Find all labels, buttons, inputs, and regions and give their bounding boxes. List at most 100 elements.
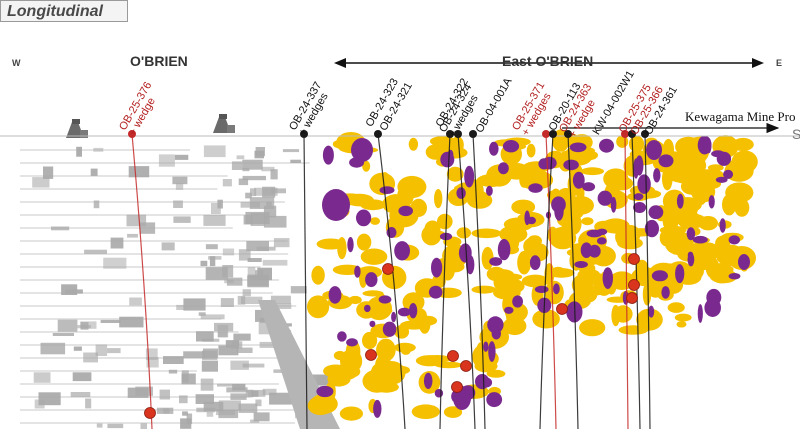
stope-block: [85, 398, 92, 409]
stope-block: [263, 205, 277, 218]
drill-trace: [567, 133, 579, 429]
stope-block: [83, 352, 98, 363]
stope-block: [93, 200, 100, 209]
stope-block: [95, 344, 108, 356]
stope-block: [282, 149, 300, 153]
stope-block: [200, 378, 214, 391]
drill-trace: [624, 133, 629, 429]
historic-workings-stopes: [32, 145, 342, 429]
collar-marker: [542, 130, 550, 138]
gold-zone: [579, 319, 606, 337]
purple-zone: [498, 162, 509, 175]
collar-marker: [549, 130, 557, 138]
collar-marker: [628, 130, 636, 138]
intercept-marker: [556, 303, 568, 315]
intercept-marker: [626, 292, 638, 304]
stope-block: [249, 197, 275, 209]
drill-trace: [644, 133, 651, 429]
gold-zone: [493, 274, 505, 290]
stope-block: [183, 351, 205, 359]
purple-zone: [633, 202, 647, 213]
collar-marker: [454, 130, 462, 138]
stope-block: [40, 342, 66, 355]
stope-block: [107, 423, 124, 429]
stope-block: [256, 246, 276, 251]
intercept-marker: [144, 407, 156, 419]
stope-block: [198, 312, 206, 316]
gold-zone: [667, 302, 685, 313]
purple-zone: [423, 372, 433, 389]
stope-block: [43, 166, 54, 179]
gold-zone: [733, 151, 757, 171]
stope-block: [119, 316, 144, 328]
purple-zone: [512, 295, 523, 308]
stope-block: [290, 159, 301, 163]
stope-block: [145, 348, 158, 360]
gold-zone: [581, 217, 594, 226]
purple-zone: [715, 176, 728, 183]
purple-zone: [529, 255, 541, 270]
gold-zone: [377, 361, 406, 385]
gold-zone: [466, 191, 493, 209]
stope-block: [231, 161, 243, 170]
east-obrien-arrow-right-head: [752, 58, 764, 68]
stope-block: [200, 314, 225, 320]
drill-trace: [377, 133, 406, 429]
purple-zone: [686, 227, 696, 241]
stope-block: [93, 147, 104, 152]
purple-zone: [728, 273, 741, 280]
stope-block: [200, 260, 208, 267]
stope-block: [255, 399, 262, 407]
gold-zone: [327, 371, 351, 387]
stope-block: [203, 401, 224, 412]
stope-block: [259, 341, 280, 348]
zone-body: [322, 189, 350, 221]
gold-zone: [511, 199, 536, 215]
stope-block: [273, 238, 290, 248]
purple-zone: [528, 183, 543, 193]
stope-block: [242, 289, 251, 297]
stope-block: [203, 214, 226, 226]
purple-zone: [551, 196, 566, 213]
drill-trace: [545, 133, 557, 429]
stope-block: [262, 259, 288, 266]
stope-block: [161, 242, 175, 251]
stope-block: [182, 411, 188, 416]
gold-zone: [359, 267, 368, 288]
stope-block: [262, 186, 276, 198]
stope-block: [255, 309, 265, 322]
gold-zone: [677, 210, 701, 230]
gold-zone: [674, 313, 692, 322]
east-compass-label: E: [776, 58, 783, 68]
gold-zone: [601, 218, 630, 234]
stope-block: [262, 388, 277, 396]
collar-marker: [564, 130, 572, 138]
purple-zone: [487, 316, 504, 334]
figure-title: Longitudinal: [0, 0, 128, 22]
gold-zone: [307, 396, 334, 416]
stope-block: [173, 216, 191, 223]
gold-zone: [362, 160, 371, 172]
purple-zone: [398, 205, 414, 217]
stope-block: [72, 372, 92, 382]
purple-zone: [538, 158, 550, 170]
gold-zone: [526, 143, 536, 158]
gold-zone: [549, 226, 577, 250]
stope-block: [217, 383, 233, 387]
stope-block: [242, 167, 250, 172]
stope-block: [261, 166, 275, 172]
purple-zone: [635, 155, 644, 176]
purple-zone: [692, 235, 708, 244]
stope-block: [218, 345, 239, 356]
stope-block: [126, 214, 147, 227]
drill-trace: [439, 133, 451, 429]
gold-zone: [394, 325, 410, 339]
intercept-marker: [628, 279, 640, 291]
stope-block: [269, 392, 292, 405]
gold-zone: [517, 250, 531, 275]
stope-block: [247, 258, 262, 262]
drill-trace: [539, 133, 554, 429]
purple-zone: [563, 159, 579, 171]
stope-block: [110, 237, 124, 249]
